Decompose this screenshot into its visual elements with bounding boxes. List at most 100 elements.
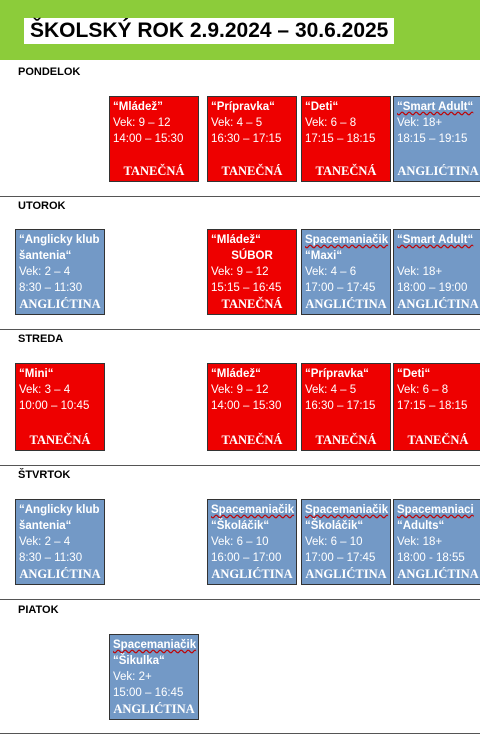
class-age: Vek: 4 – 6 <box>305 266 357 278</box>
class-age: Vek: 2 – 4 <box>19 266 71 278</box>
class-age: Vek: 9 – 12 <box>211 266 269 278</box>
class-card: Spacemaniačik “Maxi“ Vek: 4 – 6 17:00 – … <box>301 229 391 315</box>
class-name: “Smart Adult“ <box>397 101 474 113</box>
class-subject: ANGLIĆTINA <box>397 567 479 581</box>
day-separator <box>0 465 480 466</box>
class-card: “Anglicky klub šantenia“ Vek: 2 – 4 8:30… <box>15 499 105 585</box>
class-time: 10:00 – 10:45 <box>19 400 90 412</box>
class-card: “Smart Adult“ Vek: 18+ 18:00 – 19:00 ANG… <box>393 229 480 315</box>
class-subject: ANGLIĆTINA <box>397 297 479 311</box>
class-name: Spacemaniačik <box>305 234 389 246</box>
class-time: 18:15 – 19:15 <box>397 133 468 145</box>
class-card: “Prípravka“ Vek: 4 – 5 16:30 – 17:15 TAN… <box>207 96 297 182</box>
class-name: “Anglicky klub <box>19 504 100 516</box>
class-time: 17:00 – 17:45 <box>305 552 376 564</box>
class-age: Vek: 4 – 5 <box>305 384 357 396</box>
header-bar: ŠKOLSKÝ ROK 2.9.2024 – 30.6.2025 <box>0 0 480 60</box>
class-time: 18:00 - 18:55 <box>397 552 465 564</box>
class-subject: TANEČNÁ <box>315 164 377 178</box>
class-subject: ANGLIĆTINA <box>19 297 101 311</box>
class-name: “Deti“ <box>397 368 431 380</box>
class-card: “Prípravka“ Vek: 4 – 5 16:30 – 17:15 TAN… <box>301 363 391 451</box>
class-card: “Mládež“ Vek: 9 – 12 14:00 – 15:30 TANEČ… <box>207 363 297 451</box>
day-label-utorok: UTOROK <box>18 200 66 212</box>
class-time: 16:30 – 17:15 <box>305 400 376 412</box>
class-subtitle: “Maxi“ <box>305 250 343 262</box>
class-subtitle: šantenia“ <box>19 250 72 262</box>
class-time: 17:15 – 18:15 <box>305 133 376 145</box>
class-subject: ANGLIĆTINA <box>397 164 479 178</box>
class-subtitle: SÚBOR <box>231 250 273 262</box>
class-subtitle: šantenia“ <box>19 520 72 532</box>
day-label-pondelok: PONDELOK <box>18 66 81 78</box>
class-subject: TANEČNÁ <box>29 433 91 447</box>
class-subtitle: “Adults“ <box>397 520 445 532</box>
class-time: 17:00 – 17:45 <box>305 282 376 294</box>
class-card: “Smart Adult“ Vek: 18+ 18:15 – 19:15 ANG… <box>393 96 480 182</box>
class-card: Spacemaniačik “Školáčik“ Vek: 6 – 10 17:… <box>301 499 391 585</box>
class-time: 15:00 – 16:45 <box>113 687 184 699</box>
day-label-streda: STREDA <box>18 333 64 345</box>
class-name: “Prípravka“ <box>211 101 275 113</box>
class-age: Vek: 3 – 4 <box>19 384 71 396</box>
class-name: Spacemaniačik <box>305 504 389 516</box>
class-age: Vek: 6 – 10 <box>211 536 269 548</box>
class-time: 17:15 – 18:15 <box>397 400 468 412</box>
class-subject: ANGLIĆTINA <box>211 567 293 581</box>
class-time: 16:00 – 17:00 <box>211 552 282 564</box>
class-name: “Mládež“ <box>211 234 261 246</box>
class-subject: TANEČNÁ <box>407 433 469 447</box>
class-card: Spacemaniačik “Školáčik“ Vek: 6 – 10 16:… <box>207 499 297 585</box>
class-subtitle: “Šikulka“ <box>113 655 165 667</box>
class-time: 16:30 – 17:15 <box>211 133 282 145</box>
class-name: “Mládež“ <box>211 368 261 380</box>
day-separator <box>0 329 480 330</box>
class-name: “Mládež” <box>113 101 163 113</box>
class-subject: TANEČNÁ <box>221 164 283 178</box>
class-subject: TANEČNÁ <box>315 433 377 447</box>
day-label-stvrtok: ŠTVRTOK <box>18 469 71 481</box>
day-separator <box>0 599 480 600</box>
class-subject: ANGLIĆTINA <box>19 567 101 581</box>
class-time: 18:00 – 19:00 <box>397 282 468 294</box>
class-card: Spacemaniaci “Adults“ Vek: 18+ 18:00 - 1… <box>393 499 480 585</box>
class-time: 8:30 – 11:30 <box>19 552 83 564</box>
class-card: “Deti“ Vek: 6 – 8 17:15 – 18:15 TANEČNÁ <box>393 363 480 451</box>
class-age: Vek: 9 – 12 <box>211 384 269 396</box>
class-subject: ANGLIĆTINA <box>113 702 195 716</box>
class-name: Spacemaniaci <box>397 504 474 516</box>
class-subject: TANEČNÁ <box>221 297 283 311</box>
class-age: Vek: 18+ <box>397 536 443 548</box>
class-subtitle: “Školáčik“ <box>305 520 364 532</box>
class-time: 14:00 – 15:30 <box>211 400 282 412</box>
day-separator <box>0 733 480 734</box>
class-subject: TANEČNÁ <box>221 433 283 447</box>
class-name: “Deti“ <box>305 101 339 113</box>
class-name: Spacemaniačik <box>113 639 197 651</box>
class-subject: TANEČNÁ <box>123 164 185 178</box>
class-age: Vek: 6 – 10 <box>305 536 363 548</box>
class-age: Vek: 6 – 8 <box>397 384 449 396</box>
day-label-piatok: PIATOK <box>18 604 59 616</box>
day-separator <box>0 196 480 197</box>
class-age: Vek: 6 – 8 <box>305 117 357 129</box>
class-name: “Mini“ <box>19 368 54 380</box>
class-name: “Prípravka“ <box>305 368 369 380</box>
class-subject: ANGLIĆTINA <box>305 297 387 311</box>
class-age: Vek: 18+ <box>397 117 443 129</box>
class-time: 15:15 – 16:45 <box>211 282 282 294</box>
class-subtitle: “Školáčik“ <box>211 520 270 532</box>
class-card: “Deti“ Vek: 6 – 8 17:15 – 18:15 TANEČNÁ <box>301 96 391 182</box>
class-card: Spacemaniačik “Šikulka“ Vek: 2+ 15:00 – … <box>109 634 199 720</box>
class-age: Vek: 9 – 12 <box>113 117 171 129</box>
class-time: 14:00 – 15:30 <box>113 133 184 145</box>
class-time: 8:30 – 11:30 <box>19 282 83 294</box>
class-card: “Anglicky klub šantenia“ Vek: 2 – 4 8:30… <box>15 229 105 315</box>
class-card: “Mládež“ SÚBOR Vek: 9 – 12 15:15 – 16:45… <box>207 229 297 315</box>
class-card: “Mini“ Vek: 3 – 4 10:00 – 10:45 TANEČNÁ <box>15 363 105 451</box>
class-age: Vek: 2+ <box>113 671 152 683</box>
class-name: “Smart Adult“ <box>397 234 474 246</box>
class-age: Vek: 4 – 5 <box>211 117 263 129</box>
page-title: ŠKOLSKÝ ROK 2.9.2024 – 30.6.2025 <box>24 18 395 44</box>
class-name: “Anglicky klub <box>19 234 100 246</box>
